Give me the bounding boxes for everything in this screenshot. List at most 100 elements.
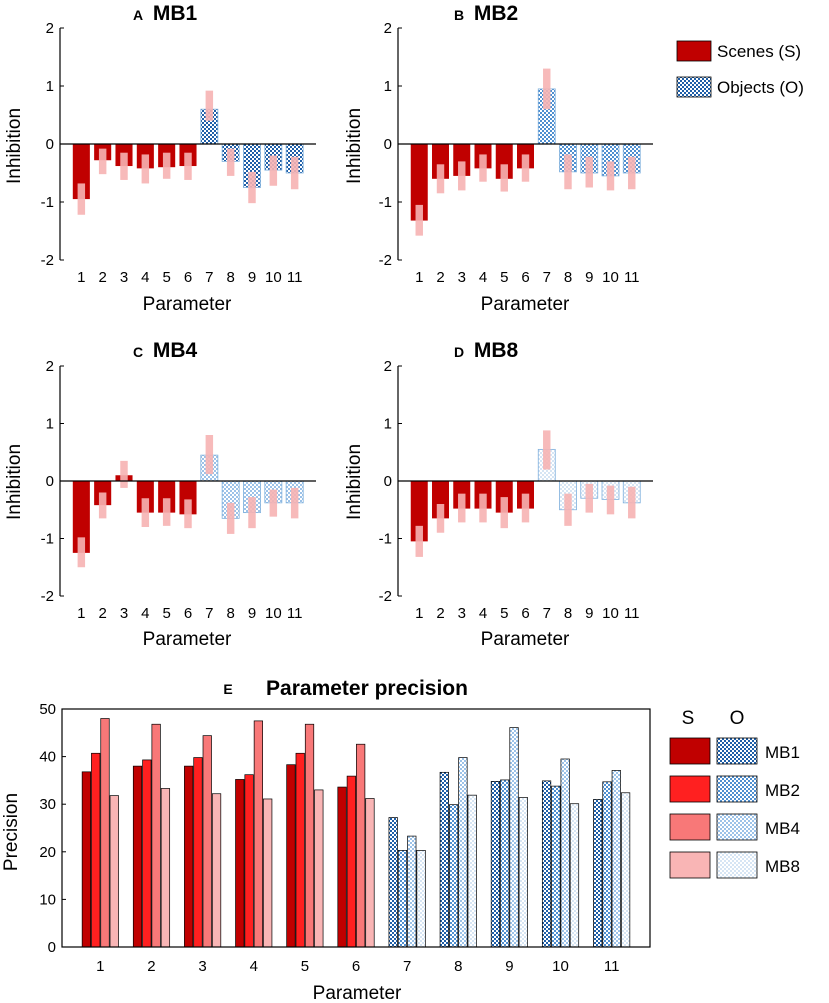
x-tick-label: 2	[436, 605, 444, 622]
x-tick-label: 11	[604, 958, 620, 975]
legend-o-header: O	[730, 708, 745, 729]
y-tick-label: 1	[46, 78, 54, 95]
bar	[449, 804, 459, 948]
error-bar	[141, 498, 150, 527]
error-bar	[226, 148, 235, 176]
legend-swatch-s	[669, 737, 711, 765]
x-axis-label: Parameter	[481, 629, 570, 650]
error-bar	[628, 486, 636, 519]
bar	[337, 786, 347, 948]
error-bar	[205, 435, 214, 475]
y-tick-label: 10	[39, 891, 56, 908]
legend-label-scenes: Scenes (S)	[717, 42, 801, 61]
panel-title: MB2	[474, 2, 518, 25]
error-bar	[458, 493, 466, 523]
bar	[253, 720, 263, 948]
legend-bottom: S O MB1 MB2 MB4 MB8	[669, 708, 800, 879]
x-tick-label: 2	[98, 605, 106, 622]
bar	[611, 770, 621, 948]
x-tick-label: 3	[198, 958, 206, 975]
bar	[541, 780, 552, 948]
y-tick-label: -1	[41, 531, 54, 548]
x-tick-label: 5	[162, 269, 170, 286]
bar	[407, 835, 417, 948]
error-bar	[628, 156, 636, 190]
error-bar	[205, 90, 214, 121]
x-tick-label: 10	[602, 605, 619, 622]
x-tick-label: 5	[301, 958, 309, 975]
bar	[295, 752, 305, 948]
bar	[432, 144, 449, 179]
bar	[388, 817, 398, 948]
bar	[495, 481, 513, 513]
legend-swatch-s	[669, 813, 711, 841]
y-tick-label: -1	[41, 194, 54, 211]
x-tick-label: 5	[162, 605, 170, 622]
x-tick-label: 9	[585, 605, 593, 622]
bar	[593, 799, 603, 948]
bar	[458, 757, 468, 948]
error-bar	[162, 498, 171, 526]
error-bar	[585, 483, 593, 513]
bar	[132, 765, 143, 948]
x-axis-label: Parameter	[143, 629, 232, 650]
y-tick-label: 1	[384, 416, 392, 433]
error-bar	[269, 155, 278, 186]
y-tick-label: 2	[384, 20, 392, 37]
panel-letter: B	[454, 7, 464, 23]
x-tick-label: 3	[458, 605, 466, 622]
x-tick-label: 5	[500, 605, 508, 622]
x-tick-label: 11	[287, 605, 303, 622]
x-tick-label: 8	[564, 605, 572, 622]
y-axis-label: Inhibition	[344, 108, 365, 184]
panel-title: MB8	[474, 339, 519, 362]
error-bar	[290, 487, 299, 519]
error-bar	[479, 493, 487, 523]
bar	[72, 144, 90, 200]
panel-letter: D	[454, 344, 464, 360]
bar	[151, 723, 161, 948]
bar	[495, 144, 513, 179]
bar	[518, 797, 528, 948]
bar	[467, 794, 477, 948]
y-tick-label: 0	[48, 939, 56, 956]
bar	[560, 758, 570, 948]
x-axis-label: Parameter	[313, 983, 402, 1003]
y-axis-label: Inhibition	[4, 108, 25, 184]
x-tick-label: 6	[352, 958, 360, 975]
x-tick-label: 4	[479, 269, 487, 286]
x-tick-label: 3	[120, 269, 128, 286]
error-bar	[521, 493, 530, 523]
y-tick-label: 1	[46, 416, 54, 433]
y-tick-label: 2	[46, 20, 54, 37]
y-tick-label: -2	[41, 252, 54, 269]
panel-letter: E	[223, 681, 232, 697]
error-bar	[248, 497, 256, 529]
x-tick-label: 10	[602, 269, 619, 286]
bar	[244, 774, 254, 948]
x-tick-label: 8	[564, 269, 572, 286]
panel-letter: A	[133, 7, 143, 23]
y-tick-label: -2	[379, 252, 392, 269]
x-tick-label: 1	[415, 605, 423, 622]
x-tick-label: 4	[141, 605, 149, 622]
panel-title: MB1	[153, 2, 198, 25]
y-tick-label: -1	[379, 194, 392, 211]
y-tick-label: 0	[384, 136, 392, 153]
y-tick-label: 50	[39, 701, 56, 718]
bar	[286, 764, 296, 948]
bar	[136, 481, 154, 513]
bar	[263, 798, 273, 948]
x-axis-label: Parameter	[481, 294, 570, 315]
bar	[235, 779, 245, 948]
x-tick-label: 7	[205, 605, 213, 622]
legend-row-label: MB4	[765, 819, 800, 838]
legend-swatch-s	[669, 851, 711, 879]
bar	[142, 759, 152, 948]
bar	[179, 481, 197, 515]
panel-title: MB4	[153, 339, 198, 362]
error-bar	[436, 504, 445, 533]
legend-s-header: S	[682, 708, 695, 729]
